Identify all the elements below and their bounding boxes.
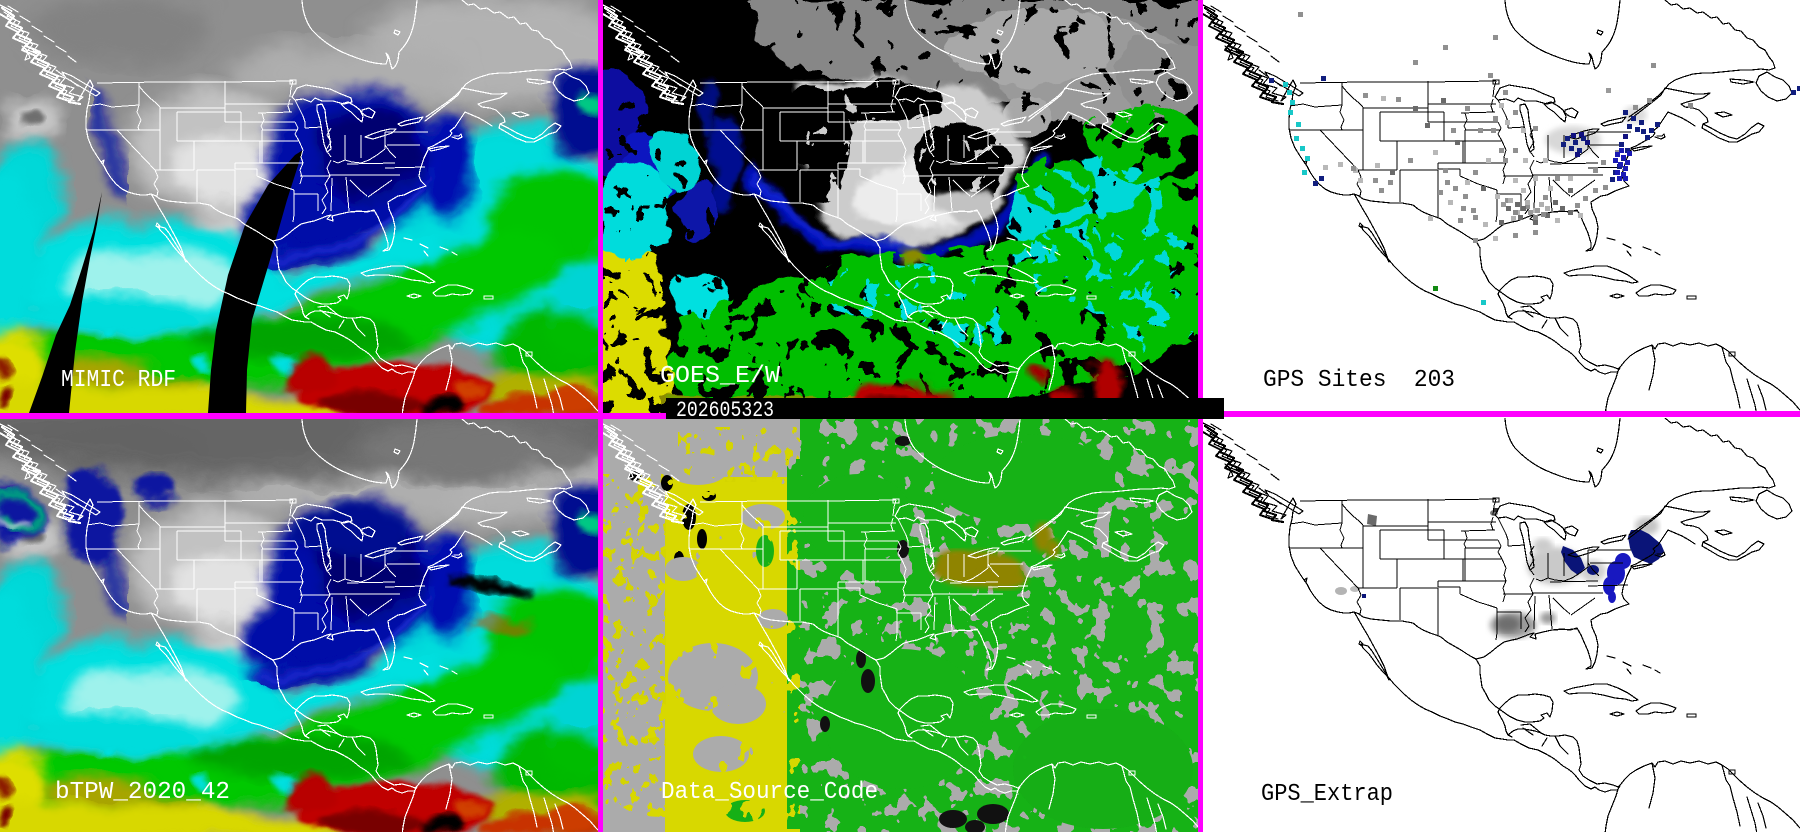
svg-text:GOES_E/W: GOES_E/W: [660, 363, 781, 390]
svg-text:Data_Source_Code: Data_Source_Code: [661, 779, 878, 806]
svg-text:MIMIC RDF: MIMIC RDF: [61, 367, 176, 394]
svg-text:202605323: 202605323: [676, 398, 774, 423]
svg-text:GPS_Extrap: GPS_Extrap: [1261, 781, 1393, 808]
svg-text:bTPW_2020_42: bTPW_2020_42: [55, 779, 230, 806]
svg-text:GPS Sites 203: GPS Sites 203: [1263, 367, 1455, 394]
